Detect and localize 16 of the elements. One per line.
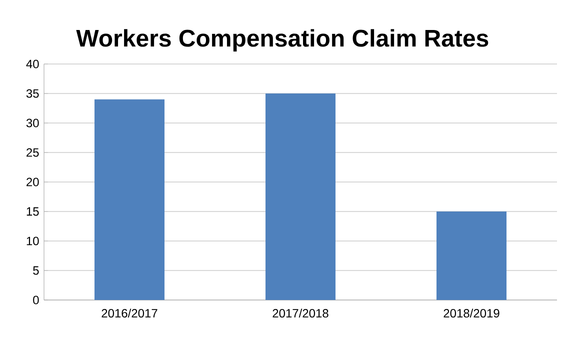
y-tick-label: 15 [26, 207, 39, 216]
bar [94, 99, 164, 300]
y-tick-label: 30 [26, 118, 39, 128]
x-tick-label: 2018/2019 [444, 308, 500, 318]
x-tick-label: 2016/2017 [102, 308, 158, 318]
y-tick-label: 40 [26, 60, 39, 68]
chart-title: Workers Compensation Claim Rates [76, 29, 488, 52]
x-tick-label: 2017/2018 [272, 308, 328, 318]
y-tick-label: 5 [33, 266, 39, 275]
y-tick-label: 0 [33, 296, 39, 304]
y-tick-label: 35 [26, 89, 39, 98]
y-tick-label: 25 [26, 148, 39, 157]
y-tick-label: 20 [26, 178, 39, 186]
bar [266, 94, 336, 300]
y-tick-label: 10 [26, 236, 39, 246]
bar [436, 212, 507, 300]
